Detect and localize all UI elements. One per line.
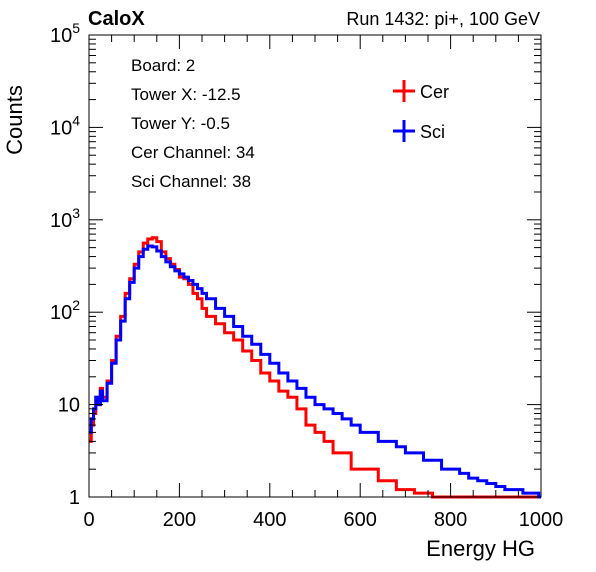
legend: Cer Sci [393,80,449,142]
x-axis-title: Energy HG [426,536,535,561]
y-tick-label: 105 [50,20,80,47]
x-tick-labels: 0 200 400 600 800 1000 [83,509,563,531]
y-tick-label: 10 [58,395,80,417]
axis-ticks [88,34,542,498]
x-tick-label: 200 [163,509,196,531]
y-axis-title: Counts [2,85,27,155]
info-lines: Board: 2 Tower X: -12.5 Tower Y: -0.5 Cer C… [131,56,255,191]
info-line: Tower X: -12.5 [131,85,241,104]
series-group [89,236,541,499]
y-tick-label: 103 [50,205,80,232]
y-tick-labels: 1 10 102 103 104 105 [50,20,80,509]
run-label: Run 1432: pi+, 100 GeV [346,9,540,29]
y-tick-label: 102 [50,297,80,324]
y-tick-label: 1 [69,487,80,509]
series-sci-line [89,244,541,499]
x-tick-label: 800 [434,509,467,531]
legend-label-sci: Sci [420,122,445,142]
experiment-label: CaloX [88,8,145,30]
x-tick-label: 600 [344,509,377,531]
x-tick-label: 400 [253,509,286,531]
info-line: Board: 2 [131,56,195,75]
info-line: Sci Channel: 38 [131,172,251,191]
info-line: Tower Y: -0.5 [131,114,230,133]
y-tick-label: 104 [50,112,80,139]
x-tick-label: 1000 [519,509,564,531]
x-tick-label: 0 [83,509,94,531]
series-cer-line [89,236,541,499]
info-line: Cer Channel: 34 [131,143,255,162]
legend-label-cer: Cer [420,82,449,102]
